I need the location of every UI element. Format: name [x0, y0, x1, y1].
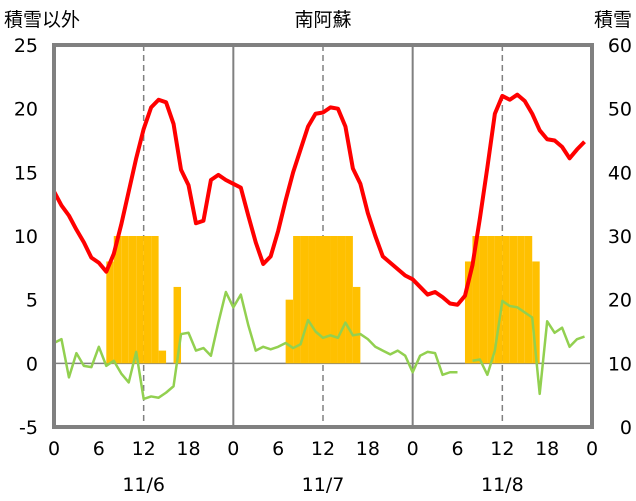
day-label: 11/7 — [302, 474, 345, 496]
precipitation-bar — [151, 236, 159, 364]
precipitation-bar — [330, 236, 338, 364]
temperature-line — [52, 92, 586, 307]
series-lines — [52, 92, 586, 401]
y-tick-label-left: -5 — [19, 417, 38, 439]
precipitation-bar — [352, 286, 361, 364]
precipitation-bar — [509, 236, 518, 364]
y-tick-label-left: 25 — [14, 35, 38, 57]
y-tick-label-right: 10 — [608, 353, 632, 375]
y-tick-label-left: 0 — [26, 353, 38, 375]
precipitation-bar — [337, 236, 346, 364]
precipitation-bar — [293, 236, 301, 364]
precipitation-bar — [113, 236, 122, 364]
x-ticks: 0 6 12 18 0 6 12 18 0 6 12 18 0 — [48, 438, 598, 460]
precipitation-bar — [472, 236, 480, 364]
y-tick-label-right: 50 — [608, 99, 632, 121]
y-ticks-left: -5 0 5 10 15 20 25 — [14, 35, 38, 439]
x-tick-label: 12 — [132, 438, 156, 460]
precipitation-bar — [524, 236, 533, 364]
x-tick-label: 12 — [311, 438, 335, 460]
plot-frame — [52, 43, 594, 429]
precipitation-bar — [479, 236, 488, 364]
precipitation-bar — [494, 236, 503, 364]
x-tick-label: 18 — [356, 438, 380, 460]
precipitation-bar — [323, 236, 331, 364]
precipitation-bar — [158, 350, 167, 364]
precipitation-bar — [487, 236, 495, 364]
y-axis-label-right: 積雪 — [594, 9, 632, 31]
precipitation-bar — [143, 236, 152, 364]
y-ticks-right: 0 10 20 30 40 50 60 — [608, 35, 632, 439]
precipitation-bar — [121, 236, 129, 364]
y-tick-label-left: 15 — [14, 162, 38, 184]
precipitation-bar — [308, 236, 316, 364]
chart-title: 南阿蘇 — [294, 9, 351, 31]
y-tick-label-right: 20 — [608, 290, 632, 312]
precipitation-bar — [128, 236, 137, 364]
day-label: 11/8 — [481, 474, 524, 496]
y-tick-label-right: 0 — [620, 417, 632, 439]
precipitation-bar — [464, 261, 473, 364]
precipitation-bar — [517, 236, 525, 364]
x-tick-label: 0 — [586, 438, 598, 460]
y-tick-label-left: 20 — [14, 99, 38, 121]
day-labels: 11/6 11/7 11/8 — [122, 474, 523, 496]
x-tick-label: 18 — [535, 438, 559, 460]
wind-line — [53, 290, 458, 401]
precipitation-bar — [173, 286, 182, 364]
x-tick-label: 6 — [272, 438, 284, 460]
y-tick-label-right: 30 — [608, 226, 632, 248]
y-tick-label-left: 5 — [26, 290, 38, 312]
precipitation-bar — [502, 236, 510, 364]
precipitation-bar — [300, 236, 309, 364]
y-tick-label-right: 40 — [608, 162, 632, 184]
precipitation-bar — [106, 261, 114, 364]
x-tick-label: 6 — [93, 438, 105, 460]
precipitation-bar — [285, 299, 294, 364]
precipitation-bar — [136, 236, 144, 364]
y-tick-label-left: 10 — [14, 226, 38, 248]
x-tick-label: 6 — [451, 438, 463, 460]
precipitation-bar — [345, 236, 353, 364]
wind-line — [472, 299, 585, 396]
precipitation-bar — [532, 261, 540, 364]
y-axis-label-left: 積雪以外 — [4, 9, 80, 31]
y-tick-label-right: 60 — [608, 35, 632, 57]
x-tick-label: 0 — [48, 438, 60, 460]
precipitation-bars — [106, 236, 540, 364]
x-tick-label: 12 — [490, 438, 514, 460]
day-label: 11/6 — [122, 474, 165, 496]
x-tick-label: 18 — [176, 438, 200, 460]
x-tick-label: 0 — [227, 438, 239, 460]
precipitation-bar — [315, 236, 323, 364]
x-tick-label: 0 — [407, 438, 419, 460]
